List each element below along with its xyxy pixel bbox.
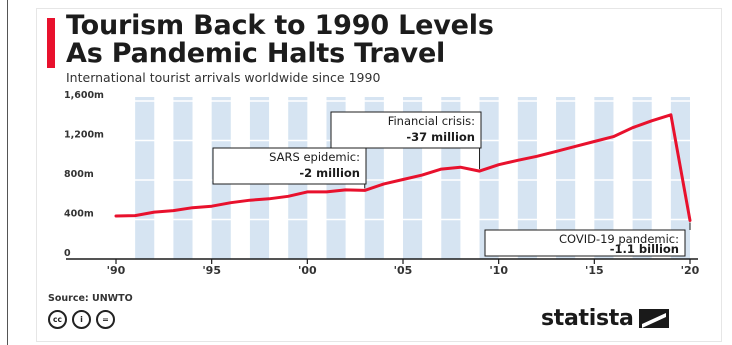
data-point [420, 173, 424, 177]
data-point [229, 201, 232, 204]
data-point [382, 182, 386, 186]
y-tick-label: 400m [64, 209, 94, 220]
data-point [631, 126, 634, 129]
statista-wordmark: statista [541, 306, 634, 331]
data-point [248, 199, 252, 202]
y-tick-label: 1,200m [64, 130, 104, 141]
data-point [287, 195, 290, 198]
grid-stripe [632, 97, 652, 259]
license-icons: cc i = [48, 310, 115, 329]
chart-subtitle: International tourist arrivals worldwide… [66, 70, 381, 85]
data-point [172, 209, 175, 212]
cc-icon: cc [48, 310, 67, 329]
y-tick-label: 800m [64, 169, 94, 180]
data-point [497, 163, 500, 166]
data-point [688, 219, 692, 222]
title-accent-bar [47, 18, 55, 68]
data-point [478, 169, 481, 173]
statista-mark-icon [638, 309, 669, 328]
y-tick-label: 1,600m [64, 90, 104, 101]
source-note: Source: UNWTO [48, 293, 133, 304]
by-icon: i [72, 310, 91, 329]
y-tick-label: 0 [64, 248, 71, 259]
x-tick-label: '05 [394, 264, 413, 277]
data-point [153, 210, 156, 214]
data-point [535, 155, 539, 158]
data-point [306, 190, 309, 194]
grid-stripe [517, 97, 537, 259]
grid-stripe [479, 97, 499, 259]
data-point [650, 119, 653, 122]
data-point [459, 165, 462, 169]
data-point [401, 178, 405, 181]
data-point [669, 113, 673, 117]
data-point [344, 188, 347, 192]
data-point [114, 214, 118, 218]
annotation-title: Financial crisis: [388, 114, 475, 128]
chart-title: Tourism Back to 1990 Levels As Pandemic … [66, 10, 494, 69]
grid-stripe [556, 97, 576, 259]
x-tick-label: '10 [489, 264, 508, 277]
data-point [363, 189, 366, 192]
annotation-title: COVID-19 pandemic: [559, 232, 679, 246]
grid-stripe [135, 97, 155, 259]
statista-logo: statista [541, 306, 669, 331]
data-point [554, 150, 558, 153]
data-point [440, 167, 443, 171]
left-border [7, 0, 8, 345]
annotation-value: -2 million [299, 166, 360, 180]
annotation-box [330, 111, 482, 149]
x-tick-label: '15 [585, 264, 604, 277]
x-tick-label: '00 [298, 264, 317, 277]
data-point [516, 159, 519, 162]
data-point [133, 214, 137, 217]
annotation-value: -37 million [406, 130, 475, 144]
x-tick-label: '20 [681, 264, 700, 277]
data-point [612, 135, 615, 138]
data-point [593, 140, 596, 143]
data-point [191, 206, 194, 209]
annotation-box [484, 229, 686, 257]
data-point [574, 145, 577, 148]
annotation-title: SARS epidemic: [269, 150, 360, 164]
data-point [325, 190, 328, 194]
grid-stripe [173, 97, 193, 259]
annotation-box [212, 147, 367, 185]
nd-icon: = [96, 310, 115, 329]
data-point [210, 204, 213, 208]
annotation-value: -1.1 billion [610, 242, 679, 256]
x-tick-label: '90 [107, 264, 126, 277]
x-tick-label: '95 [202, 264, 221, 277]
data-point [267, 197, 271, 200]
